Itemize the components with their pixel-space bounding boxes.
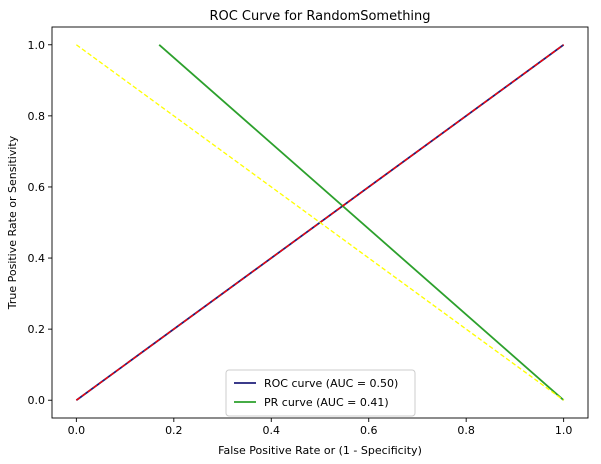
series-line-1	[158, 44, 565, 401]
series-line-3	[75, 44, 565, 401]
legend-box	[225, 369, 416, 417]
x-tick-label-3: 0.6	[360, 424, 378, 437]
legend-label-1: PR curve (AUC = 0.41)	[264, 396, 389, 409]
chart-title: ROC Curve for RandomSomething	[209, 9, 430, 24]
x-tick-label-2: 0.4	[263, 424, 281, 437]
y-tick-label-1: 0.2	[28, 323, 46, 336]
y-tick-label-5: 1.0	[28, 39, 46, 52]
x-tick-label-1: 0.2	[165, 424, 183, 437]
x-tick-label-4: 0.8	[457, 424, 475, 437]
y-tick-label-3: 0.6	[28, 181, 46, 194]
axes-frame	[51, 26, 589, 419]
y-tick-label-2: 0.4	[28, 252, 46, 265]
plot-area: 0.0 0.2 0.4 0.6 0.8 1.0 0.0 0.2 0.4 0.6 0.8 1.0	[28, 26, 589, 437]
y-tick-label-0: 0.0	[28, 394, 46, 407]
x-axis-label: False Positive Rate or (1 - Specificity)	[218, 444, 422, 457]
legend: ROC curve (AUC = 0.50) PR curve (AUC = 0.…	[225, 369, 416, 417]
legend-label-0: ROC curve (AUC = 0.50)	[264, 377, 398, 390]
y-tick-label-4: 0.8	[28, 110, 46, 123]
x-tick-label-5: 1.0	[555, 424, 573, 437]
y-axis-label: True Positive Rate or Sensitivity	[6, 135, 19, 310]
x-tick-label-0: 0.0	[68, 424, 86, 437]
